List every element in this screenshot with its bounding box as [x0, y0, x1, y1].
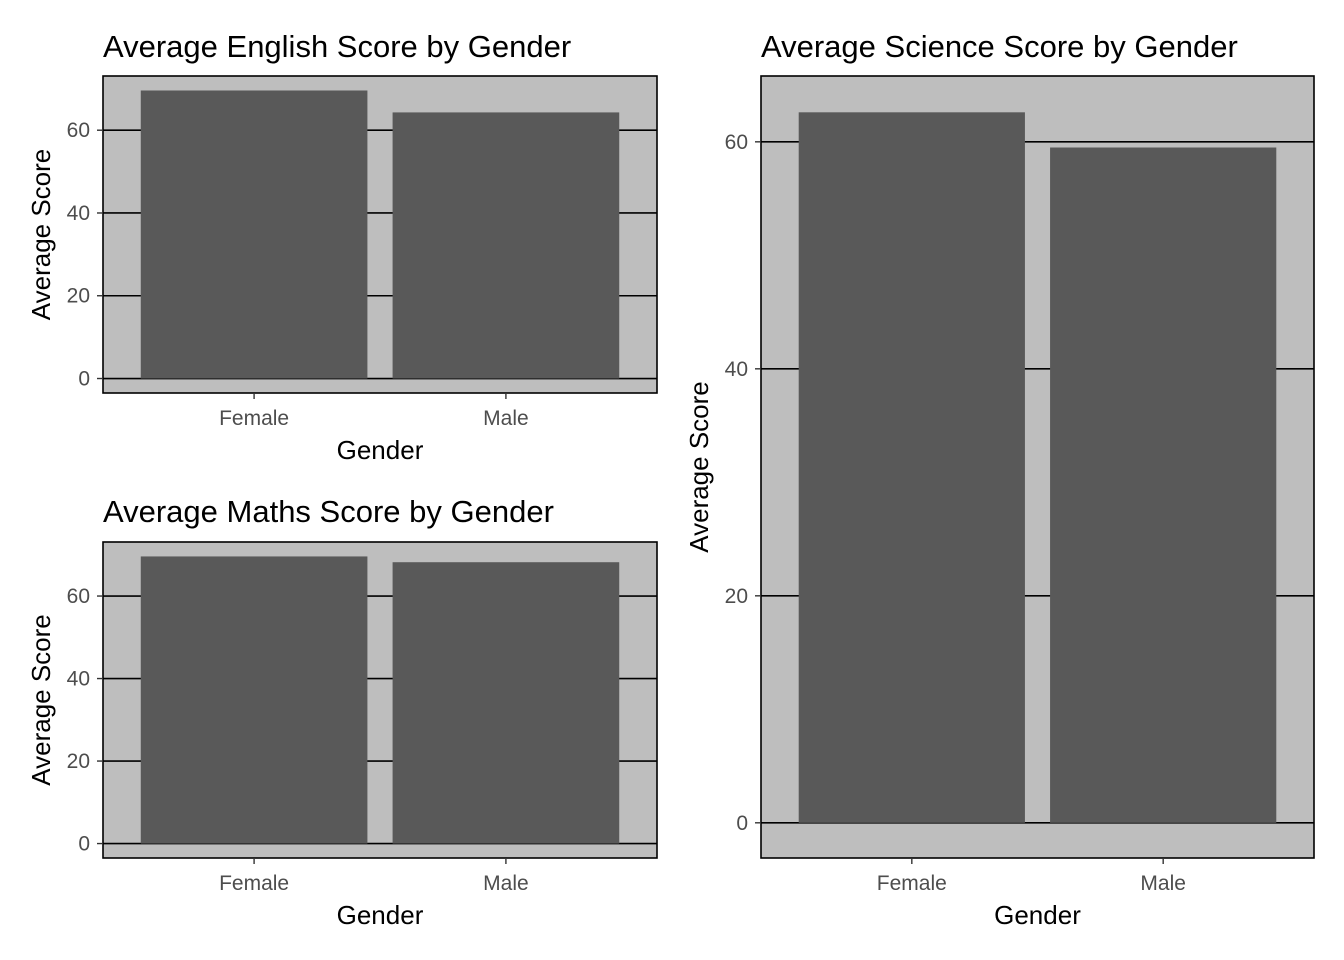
y-tick-label: 0	[78, 833, 90, 856]
english-chart: 0 20 40 60 Female Male Average English Score b…	[26, 29, 658, 465]
y-tick-label: 40	[67, 202, 90, 225]
bar-male	[392, 112, 620, 379]
x-tick-label: Male	[1140, 872, 1186, 895]
y-tick-label: 40	[725, 358, 748, 381]
panel-border	[760, 75, 1315, 859]
y-tick-label: 20	[725, 585, 748, 608]
y-tick-label: 60	[67, 119, 90, 142]
y-tick-label: 20	[67, 750, 90, 773]
y-tick-label: 0	[736, 812, 748, 835]
y-tick-label: 20	[67, 285, 90, 308]
x-axis-title: Gender	[337, 435, 424, 465]
y-tick-label: 40	[67, 668, 90, 691]
y-axis-title: Average Score	[26, 614, 56, 786]
chart-title: Average English Score by Gender	[103, 29, 571, 64]
x-tick-label: Male	[483, 407, 529, 430]
y-tick-label: 60	[67, 585, 90, 608]
maths-chart: 0 20 40 60 Female Male Average Maths Score by …	[26, 494, 658, 930]
y-axis-title: Average Score	[26, 149, 56, 321]
x-tick-label: Female	[877, 872, 947, 895]
bar-male	[392, 562, 620, 844]
x-axis-title: Gender	[337, 900, 424, 930]
y-axis-title: Average Score	[684, 381, 714, 553]
chart-title: Average Maths Score by Gender	[103, 494, 554, 529]
chart-title: Average Science Score by Gender	[761, 29, 1238, 64]
x-axis-title: Gender	[994, 900, 1081, 930]
panel-border	[102, 75, 658, 394]
y-tick-label: 0	[78, 368, 90, 391]
x-tick-label: Female	[219, 872, 289, 895]
bar-female	[798, 112, 1025, 823]
bar-female	[140, 556, 368, 844]
x-tick-label: Male	[483, 872, 529, 895]
panel-border	[102, 541, 658, 859]
y-tick-label: 60	[725, 131, 748, 154]
bar-female	[140, 90, 368, 379]
bar-male	[1050, 147, 1277, 823]
x-tick-label: Female	[219, 407, 289, 430]
science-chart: 0 20 40 60 Female Male Average Science Score b…	[684, 29, 1315, 930]
